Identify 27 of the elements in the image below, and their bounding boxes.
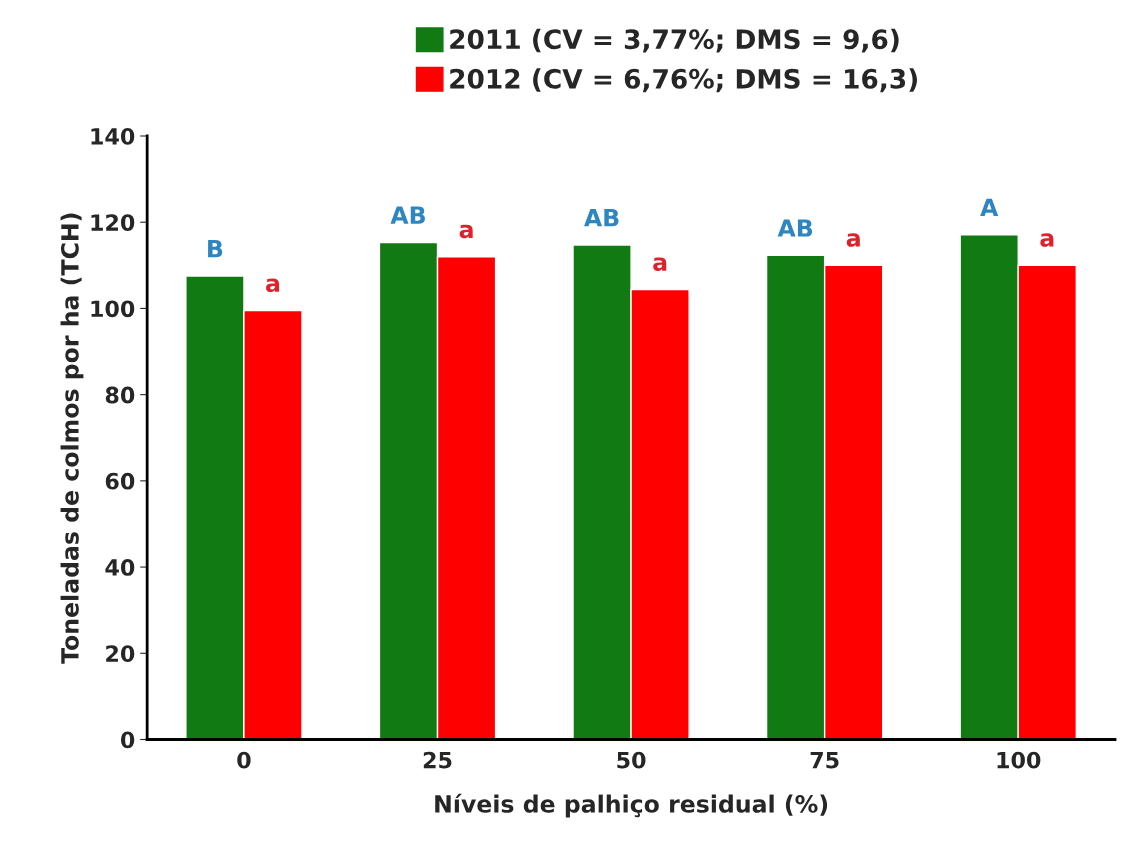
x-tick-label: 25 [423,751,452,769]
x-axis-title: Níveis de palhiço residual (%) [435,793,828,818]
y-tick-label: 40 [105,559,135,576]
legend-label: 2011 (CV = 3,77%; DMS = 9,6) [450,28,899,53]
x-tick-label: 50 [617,751,646,769]
x-tick-label: 100 [997,751,1041,769]
y-tick-label: 100 [91,300,135,318]
x-tick-label: 0 [237,751,251,769]
y-tick-label: 20 [106,645,135,663]
data-label: AB [584,209,619,227]
data-label: B [208,240,223,258]
y-axis-title: Toneladas de colmos por ha (TCH) [60,213,84,664]
data-label: AB [777,219,813,237]
y-tick-label: 80 [105,386,135,404]
y-tick-label: 60 [105,472,135,490]
x-tick-label: 75 [810,751,839,769]
data-label: a [846,233,860,247]
data-label: A [980,198,999,216]
data-label: a [266,278,280,293]
data-label: a [459,224,473,239]
y-tick-label: 120 [91,214,135,231]
y-tick-label: 0 [120,731,135,749]
y-tick-label: 140 [91,127,135,145]
data-label: a [653,257,667,271]
data-label: AB [390,206,425,224]
data-label: a [1040,233,1054,247]
legend-label: 2012 (CV = 6,76%; DMS = 16,3) [450,68,917,93]
